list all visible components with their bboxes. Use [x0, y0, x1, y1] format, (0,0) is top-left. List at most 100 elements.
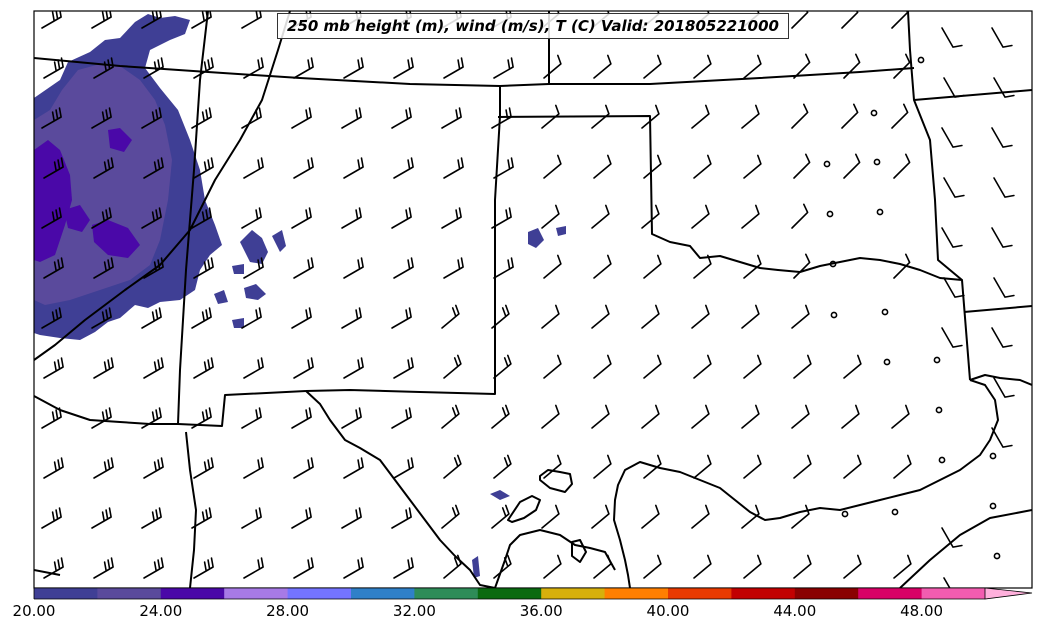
- wind-barb: [91, 507, 112, 529]
- wind-barb: [141, 11, 162, 29]
- shaded-field: [34, 14, 566, 578]
- wind-barb: [41, 307, 62, 329]
- wind-barb: [893, 554, 912, 579]
- wind-barb: [391, 407, 412, 429]
- wind-barb: [993, 77, 1015, 98]
- wind-barb: [543, 254, 562, 279]
- colorbar-cell: [477, 588, 542, 599]
- wind-barb: [41, 11, 62, 29]
- wind-barb: [541, 504, 560, 529]
- wind-barb: [393, 157, 414, 179]
- wind-barb: [491, 207, 512, 229]
- wind-barb: [443, 554, 462, 579]
- wind-barb: [443, 57, 464, 79]
- wind-barb: [141, 507, 162, 529]
- wind-barb: [541, 204, 560, 229]
- wind-barb: [243, 457, 264, 479]
- wind-barb: [491, 504, 510, 529]
- colorbar-cell: [224, 588, 289, 599]
- calm-wind-marker: [841, 510, 849, 518]
- wind-barb: [591, 504, 610, 529]
- wind-barb: [991, 427, 1013, 448]
- wind-barb: [991, 27, 1013, 48]
- wind-barb: [241, 207, 262, 229]
- wind-barb: [693, 354, 712, 379]
- wind-barb: [491, 304, 510, 329]
- wind-barb: [91, 307, 112, 329]
- wind-barb: [691, 304, 710, 329]
- wind-barb: [691, 204, 710, 229]
- wind-barb: [641, 304, 660, 329]
- colorbar-cell: [414, 588, 479, 599]
- wind-barb: [441, 504, 460, 529]
- wind-barb: [693, 554, 712, 579]
- wind-barb: [641, 404, 660, 429]
- calm-wind-marker: [830, 311, 838, 319]
- wind-barb: [441, 304, 460, 329]
- colorbar-cell: [287, 588, 352, 599]
- wind-barb: [791, 103, 809, 129]
- wind-barb: [693, 154, 712, 179]
- wind-barb: [593, 554, 612, 579]
- state-boundaries: [34, 11, 1032, 588]
- wind-barb: [193, 157, 214, 179]
- wind-barb: [191, 507, 212, 529]
- wind-barb: [443, 454, 462, 479]
- wind-barb: [193, 57, 214, 79]
- wind-barb: [293, 257, 314, 279]
- colorbar-tick-label: 36.00: [519, 602, 563, 620]
- calm-wind-marker: [823, 160, 831, 168]
- colorbar-extend-arrow: [984, 587, 1033, 600]
- colorbar-tick-label: 20.00: [12, 602, 56, 620]
- wind-barb: [543, 154, 562, 179]
- wind-barb: [193, 557, 214, 579]
- wind-barb: [543, 554, 562, 579]
- wind-barb: [893, 253, 911, 279]
- wind-barb: [743, 154, 762, 179]
- wind-barb: [541, 304, 560, 329]
- calm-wind-marker: [870, 109, 878, 117]
- wind-barb: [741, 204, 760, 229]
- wind-barb: [243, 257, 264, 279]
- wind-barb: [993, 377, 1015, 398]
- wind-barb: [693, 254, 712, 279]
- calm-wind-marker: [873, 158, 881, 166]
- calm-circles: [823, 56, 1001, 560]
- wind-barb: [593, 254, 612, 279]
- wind-barb: [641, 504, 660, 529]
- wind-barb: [993, 277, 1015, 298]
- shaded-region-core-1: [34, 140, 72, 262]
- wind-barb: [443, 157, 464, 179]
- wind-barb: [343, 457, 364, 479]
- wind-barb: [93, 457, 114, 479]
- wind-barb: [441, 107, 462, 129]
- wind-barb: [843, 454, 862, 479]
- wind-barb: [41, 207, 62, 229]
- wind-barb: [793, 454, 812, 479]
- colorbar-cell: [351, 588, 415, 599]
- calm-wind-marker: [989, 452, 997, 460]
- wind-barb: [293, 557, 314, 579]
- shaded-blob-3: [232, 264, 244, 274]
- shaded-blob-8: [556, 226, 566, 236]
- wind-barb: [243, 357, 264, 379]
- wind-barb: [693, 454, 712, 479]
- wind-barb: [143, 357, 164, 379]
- wind-barb: [143, 57, 164, 79]
- wind-barb: [93, 157, 114, 179]
- wind-barb: [843, 554, 862, 579]
- map-title: 250 mb height (m), wind (m/s), T (C) Val…: [287, 17, 779, 35]
- shaded-blob-9: [490, 490, 510, 500]
- wind-barb: [591, 404, 610, 429]
- wind-barb: [291, 107, 312, 129]
- wind-barb: [141, 207, 162, 229]
- wind-barb: [143, 557, 164, 579]
- wind-barb: [91, 407, 112, 429]
- wind-barb: [241, 407, 262, 429]
- wind-barb: [791, 11, 809, 29]
- wind-barb: [93, 257, 114, 279]
- wind-barb: [741, 304, 760, 329]
- wind-barb: [43, 357, 64, 379]
- wind-barb: [643, 254, 662, 279]
- wind-barb: [93, 357, 114, 379]
